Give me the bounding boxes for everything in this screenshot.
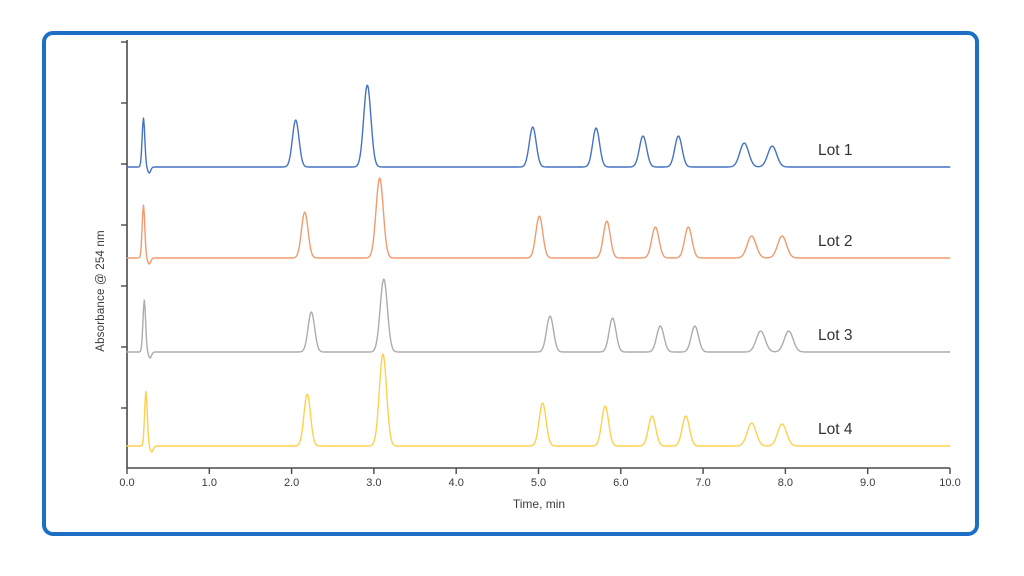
series-label-lot-4: Lot 4: [818, 421, 853, 438]
x-axis-title: Time, min: [512, 497, 566, 511]
series-label-lot-3: Lot 3: [818, 327, 853, 344]
x-axis-tick-label: 10.0: [939, 477, 960, 489]
x-axis-tick-label: 5.0: [531, 477, 546, 489]
x-axis-tick-label: 8.0: [778, 477, 793, 489]
x-axis-tick-label: 7.0: [695, 477, 710, 489]
series-label-lot-1: Lot 1: [818, 142, 853, 159]
trace-lot-4: [126, 353, 951, 453]
x-axis-tick-label: 0.0: [119, 477, 134, 489]
trace-lot-3: [126, 278, 951, 359]
y-axis-title: Absorbance @ 254 nm: [95, 230, 107, 352]
x-axis-tick-label: 4.0: [449, 477, 464, 489]
trace-lot-1: [126, 84, 951, 174]
trace-lot-2: [126, 177, 951, 265]
series-label-lot-2: Lot 2: [818, 233, 853, 250]
x-axis-tick-label: 6.0: [613, 477, 628, 489]
figure-border: [42, 31, 979, 536]
x-axis-tick-label: 9.0: [860, 477, 875, 489]
x-axis-tick-label: 1.0: [202, 477, 217, 489]
x-axis-tick-label: 3.0: [366, 477, 381, 489]
x-axis-tick-label: 2.0: [284, 477, 299, 489]
